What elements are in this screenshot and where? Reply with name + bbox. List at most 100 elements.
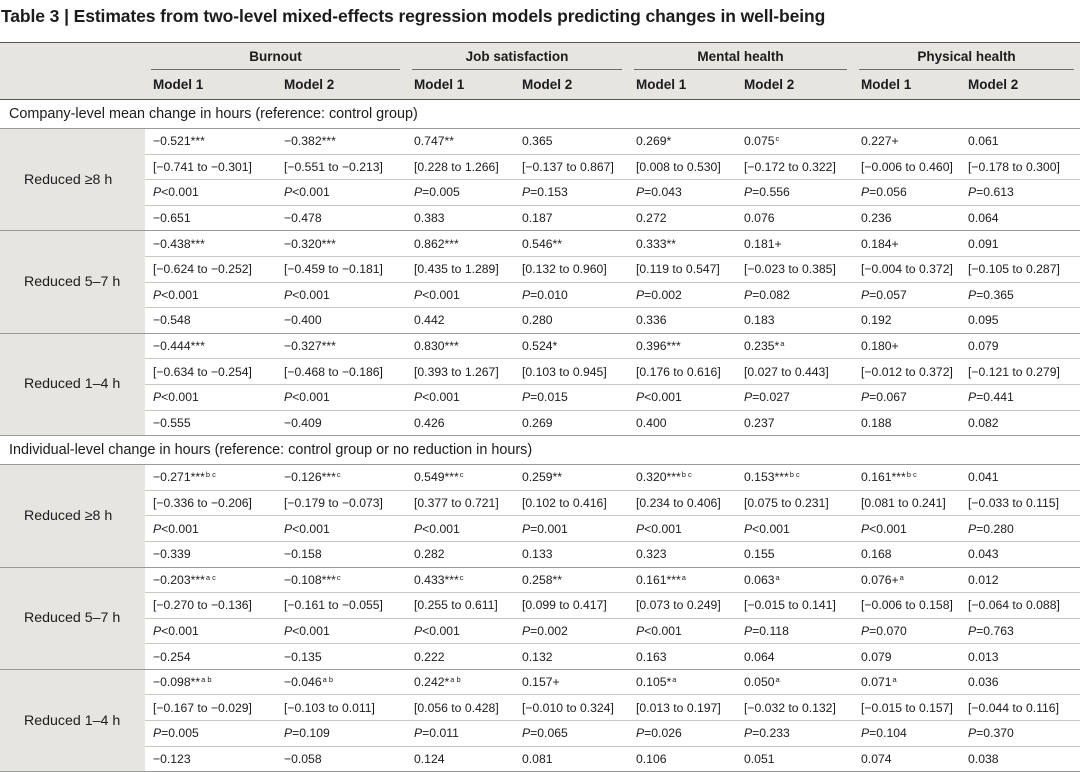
cell-value: 0.079 <box>968 339 999 354</box>
table-cell: 0.064 <box>960 205 1080 232</box>
p-symbol: P <box>744 726 753 741</box>
table-cell: [−0.044 to 0.116] <box>960 694 1080 722</box>
cell-value: −0.444*** <box>153 339 205 354</box>
table-cell: −0.382*** <box>276 128 407 155</box>
cell-value: 0.038 <box>968 751 999 766</box>
cell-value: −0.320*** <box>284 236 336 251</box>
cell-value: [0.255 to 0.611] <box>414 598 498 613</box>
cell-value: −0.548 <box>153 313 191 328</box>
table-cell: P<0.001 <box>276 515 407 542</box>
p-symbol: P <box>284 185 293 200</box>
table-cell: P<0.001 <box>628 618 737 645</box>
model-header: Model 2 <box>744 77 795 93</box>
p-value: <0.001 <box>422 623 460 638</box>
section-label: Individual-level change in hours (refere… <box>0 435 1080 465</box>
cell-value: 0.071 <box>861 675 892 690</box>
table-cell: −0.651 <box>145 205 276 232</box>
table-cell: 0.161***b c <box>853 464 961 491</box>
p-value: =0.109 <box>292 726 330 741</box>
cell-value: 0.187 <box>522 211 553 226</box>
p-symbol: P <box>744 390 753 405</box>
cell-value: 0.365 <box>522 134 553 149</box>
table-cell: 0.236 <box>853 205 961 232</box>
p-symbol: P <box>636 390 645 405</box>
cell-value: 0.050 <box>744 675 775 690</box>
cell-value: 0.036 <box>968 675 999 690</box>
cell-value: 0.076 <box>744 211 775 226</box>
table-cell: P=0.556 <box>736 179 854 206</box>
section-header-row: Company-level mean change in hours (refe… <box>0 99 1080 129</box>
cell-value: −0.123 <box>153 751 191 766</box>
table-cell: P=0.005 <box>145 720 276 747</box>
table-cell: 0.095 <box>960 307 1080 334</box>
cell-value: 0.400 <box>636 415 667 430</box>
cell-value: 0.184+ <box>861 236 899 251</box>
footnote-marker: c <box>336 470 341 480</box>
cell-value: −0.098** <box>153 675 201 690</box>
p-value: =0.002 <box>644 287 682 302</box>
table-cell: 0.043 <box>960 541 1080 568</box>
cell-value: −0.555 <box>153 415 191 430</box>
cell-value: [−0.044 to 0.116] <box>968 700 1059 715</box>
cell-value: 0.161*** <box>861 470 906 485</box>
cell-value: [−0.634 to −0.254] <box>153 364 252 379</box>
p-value: <0.001 <box>161 287 199 302</box>
table-cell: 0.396*** <box>628 333 737 360</box>
cell-value: −0.339 <box>153 547 191 562</box>
table-cell: P=0.613 <box>960 179 1080 206</box>
table-cell: 0.075c <box>736 128 854 155</box>
table-title: Table 3 | Estimates from two-level mixed… <box>1 6 826 26</box>
table-row: P<0.001 P<0.001 P=0.005 P=0.153 P=0.043 P=0.5… <box>0 179 1080 206</box>
p-symbol: P <box>153 521 162 536</box>
p-value: =0.233 <box>752 726 790 741</box>
p-value: <0.001 <box>422 390 460 405</box>
footnote-marker: c <box>459 572 464 582</box>
cell-value: 0.549*** <box>414 470 459 485</box>
p-symbol: P <box>968 185 977 200</box>
table-cell: P=0.067 <box>853 384 961 411</box>
table-cell: [0.377 to 0.721] <box>406 490 515 517</box>
table-cell: [−0.161 to −0.055] <box>276 592 407 619</box>
cell-value: −0.254 <box>153 649 191 664</box>
cell-value: 0.222 <box>414 649 445 664</box>
p-symbol: P <box>414 390 423 405</box>
cell-value: 0.074 <box>861 751 892 766</box>
table-cell: [0.081 to 0.241] <box>853 490 961 517</box>
cell-value: 0.433*** <box>414 572 459 587</box>
p-symbol: P <box>414 521 423 536</box>
table-cell: [0.228 to 1.266] <box>406 154 515 181</box>
p-symbol: P <box>153 390 162 405</box>
p-value: =0.067 <box>869 390 907 405</box>
cell-value: −0.108*** <box>284 572 336 587</box>
p-value: =0.441 <box>976 390 1014 405</box>
row-group-label: Reduced 1–4 h <box>0 669 145 772</box>
table-cell: 0.153***b c <box>736 464 854 491</box>
cell-value: [0.103 to 0.945] <box>522 364 607 379</box>
corner-cell <box>0 71 145 100</box>
row-group-label: Reduced ≥8 h <box>0 128 145 232</box>
cell-value: 0.075 <box>744 134 775 149</box>
cell-value: 0.237 <box>744 415 775 430</box>
footnote-marker: a <box>780 339 785 349</box>
footnote-marker: c <box>459 470 464 480</box>
p-symbol: P <box>522 287 531 302</box>
footnote-marker: a <box>892 675 897 685</box>
cell-value: 0.082 <box>968 415 999 430</box>
table-row: −0.548 −0.400 0.442 0.280 0.336 0.183 0.192 0.0… <box>0 307 1080 334</box>
group-header-physical-health: Physical health <box>853 43 1080 71</box>
regression-table: Burnout Job satisfaction Mental health P… <box>0 42 1080 772</box>
table-cell: [0.255 to 0.611] <box>406 592 515 619</box>
cell-value: 0.258** <box>522 572 562 587</box>
table-cell: [0.073 to 0.249] <box>628 592 737 619</box>
cell-value: [−0.459 to −0.181] <box>284 262 383 277</box>
cell-value: [−0.033 to 0.115] <box>968 496 1059 511</box>
cell-value: 0.155 <box>744 547 775 562</box>
table-cell: 0.082 <box>960 410 1080 437</box>
table-cell: 0.106 <box>628 746 737 772</box>
cell-value: −0.651 <box>153 211 191 226</box>
p-symbol: P <box>636 623 645 638</box>
cell-value: 0.081 <box>522 751 553 766</box>
cell-value: [−0.741 to −0.301] <box>153 159 252 174</box>
cell-value: −0.203*** <box>153 572 205 587</box>
table-cell: [−0.105 to 0.287] <box>960 256 1080 283</box>
